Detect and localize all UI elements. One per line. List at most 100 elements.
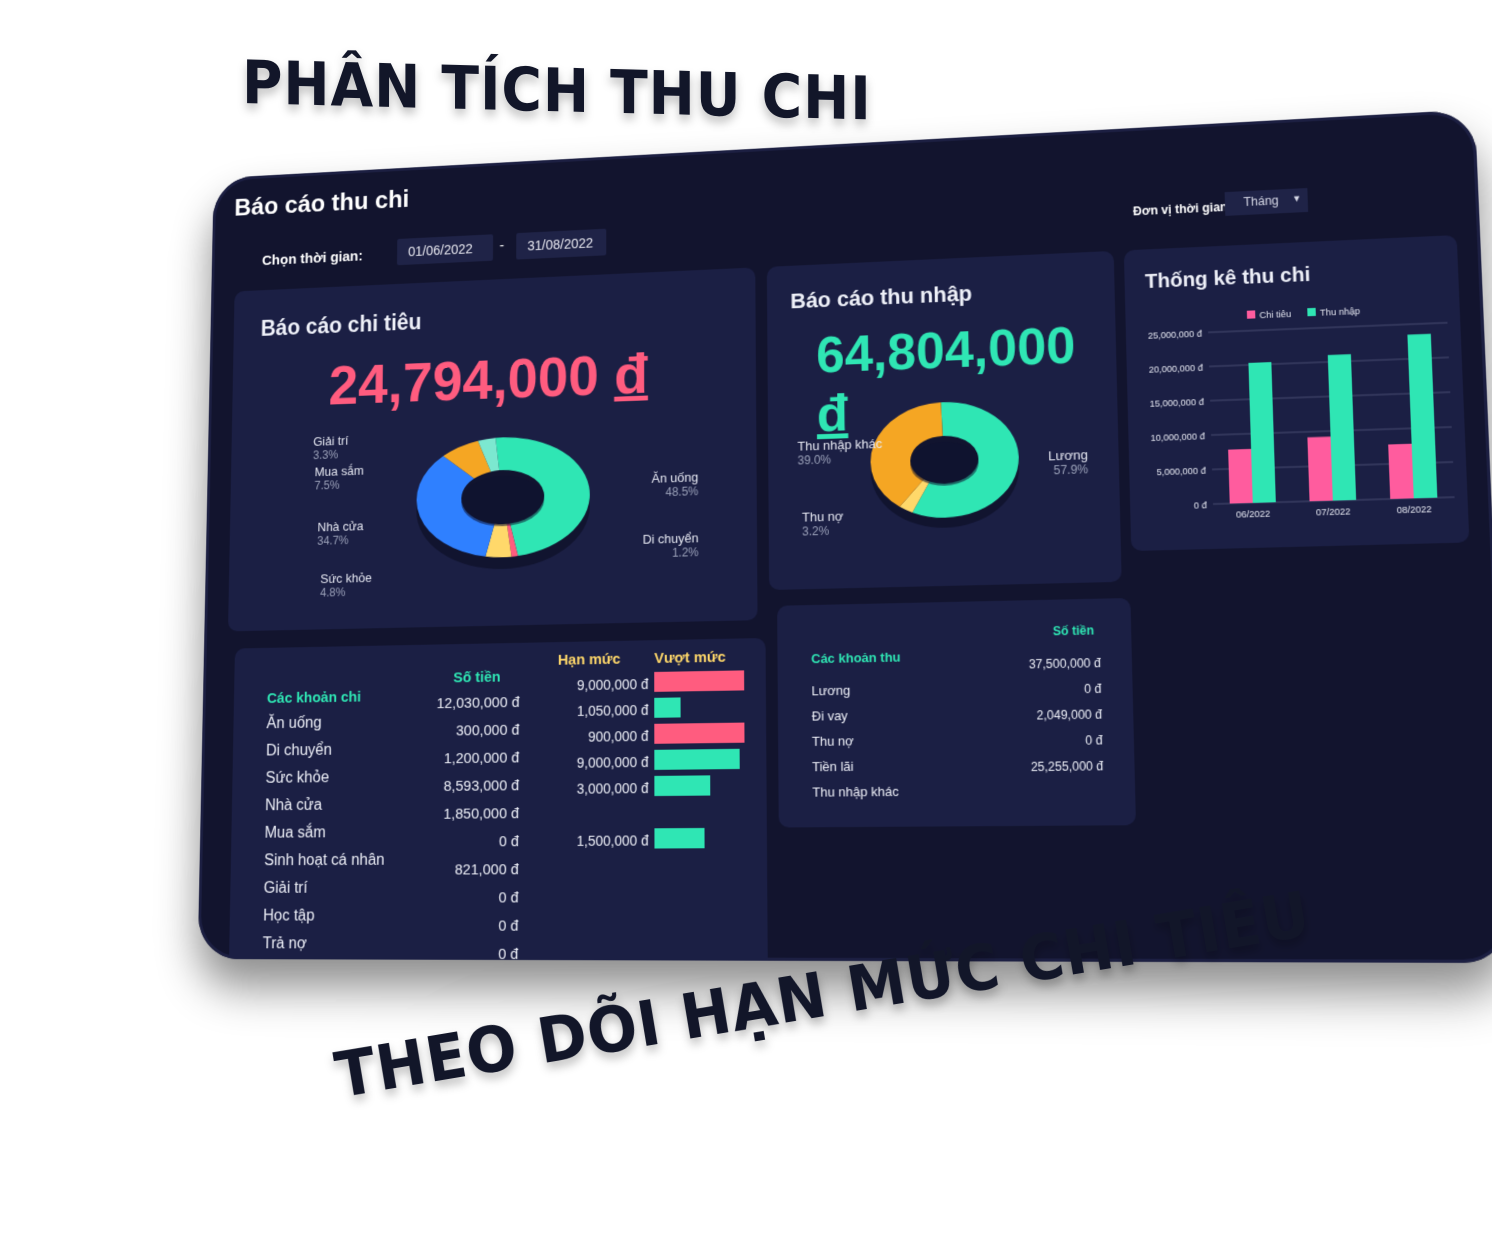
income-row-label: Đi vay bbox=[812, 708, 848, 724]
expense-donut-chart bbox=[413, 428, 593, 583]
within-limit-bar bbox=[654, 749, 739, 770]
chart-ytick-label: 0 đ bbox=[1194, 500, 1208, 511]
expense-total-value: 24,794,000 bbox=[328, 344, 599, 416]
income-table-head-amount: Số tiền bbox=[1053, 623, 1094, 638]
income-row-amount: 0 đ bbox=[978, 682, 1101, 698]
income-report-title: Báo cáo thu nhập bbox=[790, 281, 972, 314]
expense-label-nha-cua: Nhà cửa 34.7% bbox=[317, 519, 363, 549]
app-title: Báo cáo thu chi bbox=[234, 184, 409, 222]
expense-row-label: Ăn uống bbox=[266, 715, 321, 733]
chart-bar-expense bbox=[1388, 444, 1414, 499]
legend-label: Chi tiêu bbox=[1259, 309, 1291, 321]
expense-row-label: Mua sắm bbox=[264, 824, 325, 842]
income-table: Các khoản thu Số tiền Lương 37,500,000 đ Đ… bbox=[777, 598, 1136, 828]
chart-bar-expense bbox=[1228, 449, 1253, 504]
expense-label-an-uong: Ăn uống 48.5% bbox=[612, 470, 699, 502]
expense-row-amount: 821,000 đ bbox=[395, 861, 519, 878]
expense-table: Các khoản chi Số tiền Hạn mức Vượt mức Ă… bbox=[227, 638, 768, 963]
income-row-amount: 37,500,000 đ bbox=[978, 656, 1101, 672]
income-row-label: Thu nợ bbox=[812, 733, 854, 749]
legend-swatch bbox=[1307, 308, 1316, 316]
income-table-head-category: Các khoản thu bbox=[811, 649, 901, 666]
dashboard-frame: Báo cáo thu chi Chọn thời gian: 01/06/20… bbox=[198, 109, 1492, 963]
income-total-value: 64,804,000 bbox=[816, 317, 1076, 384]
expense-row-limit: 9,000,000 đ bbox=[533, 754, 649, 771]
date-range-label: Chọn thời gian: bbox=[262, 248, 363, 269]
within-limit-bar bbox=[654, 828, 704, 849]
expense-label-mua-sam: Mua sắm 7.5% bbox=[314, 463, 363, 493]
date-to-input[interactable]: 31/08/2022 bbox=[516, 229, 606, 260]
income-label-thu-nhap-khac: Thu nhập khác 39.0% bbox=[797, 436, 882, 468]
over-limit-bar bbox=[654, 723, 744, 744]
within-limit-bar bbox=[654, 775, 710, 796]
expense-row-amount: 8,593,000 đ bbox=[396, 777, 519, 795]
expense-currency: đ bbox=[614, 342, 648, 406]
expense-row-amount: 300,000 đ bbox=[396, 722, 519, 740]
income-report-card: Báo cáo thu nhập 64,804,000 đ Thu nhập k… bbox=[767, 251, 1122, 590]
time-unit-value: Tháng bbox=[1243, 193, 1279, 209]
expense-row-label: Nhà cửa bbox=[265, 797, 322, 815]
income-row-label: Tiền lãi bbox=[812, 759, 854, 775]
chart-bar-expense bbox=[1307, 437, 1332, 502]
within-limit-bar bbox=[654, 697, 680, 717]
expense-report-card: Báo cáo chi tiêu 24,794,000 đ Giải trí 3.… bbox=[228, 267, 758, 631]
date-from-input[interactable]: 01/06/2022 bbox=[397, 234, 493, 265]
expense-total: 24,794,000 đ bbox=[328, 341, 648, 417]
expense-row-amount: 1,200,000 đ bbox=[396, 749, 519, 767]
legend-swatch bbox=[1247, 310, 1256, 318]
time-unit-select[interactable]: Tháng ▼ bbox=[1225, 188, 1309, 216]
chart-xtick-label: 06/2022 bbox=[1236, 508, 1271, 520]
expense-table-head-limit: Hạn mức bbox=[558, 651, 621, 669]
expense-row-amount: 0 đ bbox=[394, 918, 518, 935]
income-label-luong: Lương 57.9% bbox=[1017, 447, 1089, 479]
date-separator: - bbox=[499, 238, 504, 254]
expense-row-amount: 0 đ bbox=[394, 946, 518, 963]
expense-row-limit: 1,500,000 đ bbox=[532, 832, 648, 849]
expense-row-label: Sức khỏe bbox=[265, 769, 329, 787]
expense-row-amount: 12,030,000 đ bbox=[397, 694, 520, 713]
expense-row-label: Học tập bbox=[263, 908, 315, 926]
chart-ytick-label: 15,000,000 đ bbox=[1150, 397, 1205, 409]
expense-row-limit: 900,000 đ bbox=[533, 728, 649, 745]
chart-xtick-label: 07/2022 bbox=[1316, 506, 1351, 518]
chart-ytick-label: 25,000,000 đ bbox=[1148, 328, 1202, 341]
income-currency: đ bbox=[817, 385, 849, 443]
expense-table-head-over: Vượt mức bbox=[654, 649, 725, 667]
stats-card: Thống kê thu chi 25,000,000 đ 20,000,000 … bbox=[1124, 235, 1470, 551]
expense-row-label: Sinh hoạt cá nhân bbox=[264, 852, 385, 870]
expense-row-limit: 9,000,000 đ bbox=[533, 676, 649, 694]
income-row-amount: 25,255,000 đ bbox=[980, 759, 1104, 775]
over-limit-bar bbox=[654, 670, 744, 691]
expense-row-amount: 0 đ bbox=[394, 889, 518, 906]
chart-xtick-label: 08/2022 bbox=[1397, 504, 1432, 516]
expense-report-title: Báo cáo chi tiêu bbox=[261, 309, 422, 341]
expense-row-label: Trả nợ bbox=[263, 935, 307, 953]
time-unit-label: Đơn vị thời gian: bbox=[1133, 200, 1232, 219]
chart-ytick-label: 10,000,000 đ bbox=[1150, 431, 1205, 443]
income-row-amount: 0 đ bbox=[979, 733, 1103, 749]
legend-label: Thu nhập bbox=[1320, 306, 1361, 318]
expense-label-suc-khoe: Sức khỏe 4.8% bbox=[320, 570, 372, 600]
income-expense-bar-chart: 25,000,000 đ 20,000,000 đ 15,000,000 đ 10,0… bbox=[1125, 292, 1469, 547]
chart-ytick-label: 5,000,000 đ bbox=[1156, 465, 1206, 477]
expense-label-giai-tri: Giải trí 3.3% bbox=[313, 433, 348, 463]
expense-table-head-amount: Số tiền bbox=[453, 669, 500, 687]
expense-table-head-category: Các khoản chi bbox=[267, 689, 361, 707]
headline-top: PHÂN TÍCH THU CHI bbox=[242, 48, 872, 134]
income-label-thu-no: Thu nợ 3.2% bbox=[802, 509, 844, 540]
expense-row-limit: 3,000,000 đ bbox=[532, 780, 648, 797]
chevron-down-icon: ▼ bbox=[1292, 193, 1302, 203]
income-row-amount: 2,049,000 đ bbox=[979, 707, 1103, 723]
income-row-label: Thu nhập khác bbox=[812, 784, 899, 800]
expense-row-limit: 1,050,000 đ bbox=[533, 702, 649, 720]
chart-bar-income bbox=[1248, 362, 1275, 503]
stats-title: Thống kê thu chi bbox=[1145, 264, 1311, 294]
chart-gridline bbox=[1208, 323, 1447, 333]
expense-row-amount: 0 đ bbox=[395, 833, 519, 851]
expense-row-amount: 1,850,000 đ bbox=[395, 805, 519, 823]
expense-label-di-chuyen: Di chuyển 1.2% bbox=[612, 530, 699, 562]
income-row-label: Lương bbox=[811, 683, 850, 699]
chart-ytick-label: 20,000,000 đ bbox=[1149, 362, 1204, 375]
expense-row-label: Giải trí bbox=[263, 880, 307, 898]
expense-row-label: Di chuyển bbox=[266, 742, 332, 760]
